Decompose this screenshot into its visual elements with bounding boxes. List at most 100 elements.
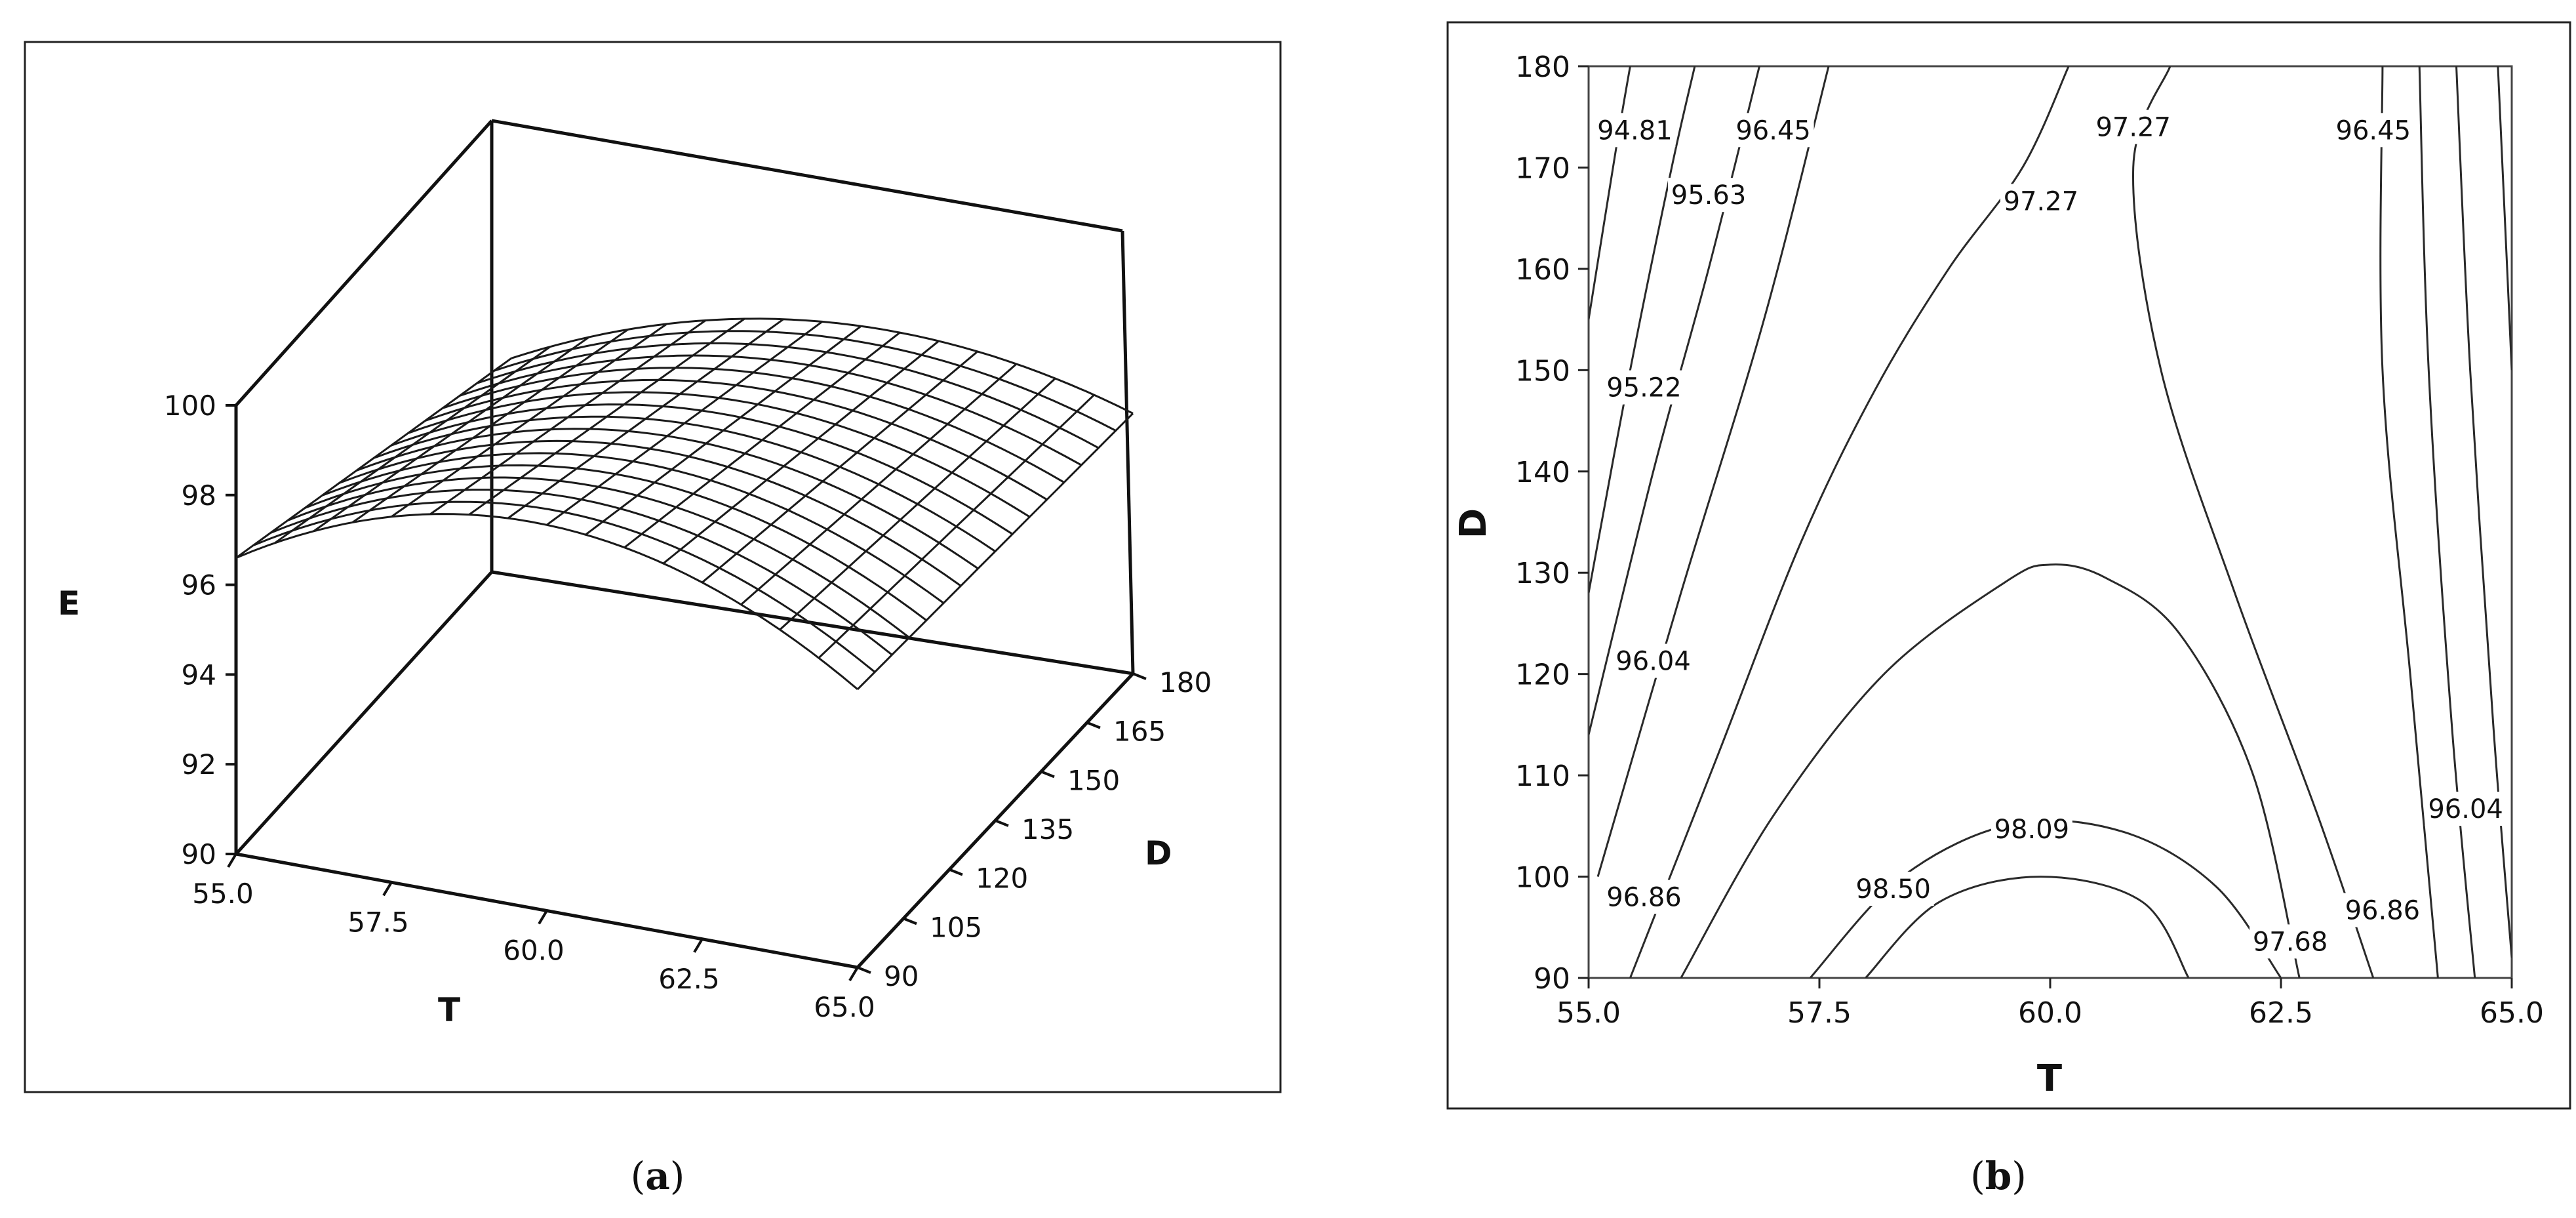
contour-label: 96.45 <box>2336 115 2411 146</box>
d-tick-label: 165 <box>1113 716 1166 748</box>
contour-label-bg <box>2332 113 2414 148</box>
contour-line <box>2132 66 2375 978</box>
contour-label: 97.27 <box>2004 186 2079 216</box>
y-tick-label: 100 <box>1515 861 1570 895</box>
surface-mesh-line-d <box>425 378 1048 500</box>
e-tick-label: 96 <box>182 569 216 601</box>
contour-label: 95.63 <box>1671 180 1747 211</box>
surface-mesh-line-d <box>235 513 858 691</box>
contour-label: 98.50 <box>1855 874 1931 904</box>
contour-label-bg <box>1732 113 1814 148</box>
panel-b-ticks: 55.0 57.5 60.0 62.5 65.0 90 100 110 120 130 140 150… <box>1515 51 2544 1030</box>
contour-label: 96.86 <box>1606 882 1682 912</box>
panel-a-frame <box>24 41 1282 1093</box>
caption-b-letter: b <box>1985 1154 2012 1198</box>
d-tick-label: 150 <box>1067 764 1120 796</box>
d-tick-mark <box>995 819 1009 827</box>
d-tick-mark <box>949 868 963 876</box>
t-tick-label: 60.0 <box>503 935 565 967</box>
contour-line <box>1596 66 1830 878</box>
d-tick-label: 105 <box>930 911 982 943</box>
surface-mesh-line-d <box>373 415 996 552</box>
d-tick-label: 135 <box>1021 813 1074 845</box>
box-edge-top-back <box>491 119 1123 233</box>
y-tick-label: 150 <box>1515 354 1570 388</box>
caption-a-letter: a <box>645 1154 670 1198</box>
contour-label-bg <box>2341 893 2423 927</box>
panel-a-ticks: 90 92 94 96 98 100 55.0 57.5 60.0 62.5 65.0 90 105 12… <box>164 390 1212 1023</box>
surface-mesh-line-d <box>304 464 927 622</box>
contour-label-bg <box>1594 113 1676 148</box>
contour-line <box>1680 563 2301 978</box>
contour-label-bg <box>2000 184 2082 218</box>
contour-label: 96.04 <box>1615 647 1691 677</box>
d-tick-label: 90 <box>884 960 919 992</box>
contour-label-bg <box>1991 811 2072 846</box>
panel-b-frame <box>1446 21 2571 1110</box>
contour-line <box>1589 66 1696 594</box>
t-tick-label: 57.5 <box>347 906 409 938</box>
x-tick-label: 62.5 <box>2249 996 2313 1030</box>
contour-label-bg <box>2425 792 2507 826</box>
d-tick-mark <box>903 917 917 925</box>
t-tick-mark <box>227 853 237 868</box>
d-axis-title-a: D <box>1145 834 1172 872</box>
contour-line <box>2379 66 2439 978</box>
x-tick-label: 55.0 <box>1556 996 1621 1030</box>
d-axis-title-b: D <box>1452 508 1495 538</box>
contour-label: 96.04 <box>2428 794 2503 824</box>
d-tick-label: 120 <box>976 863 1028 895</box>
contour-line <box>2455 66 2512 958</box>
t-tick-label: 62.5 <box>658 963 720 995</box>
contour-label-bg <box>1852 872 1934 906</box>
surface-mesh-line-d <box>338 439 962 587</box>
box-edge-floor-left <box>235 571 493 855</box>
y-tick-label: 110 <box>1515 760 1570 793</box>
e-tick-label: 94 <box>182 659 216 691</box>
d-tick-mark <box>1086 721 1101 729</box>
box-edge-right-vertical <box>1120 230 1135 674</box>
x-tick-label: 57.5 <box>1787 996 1852 1030</box>
surface-mesh-line-d <box>287 476 910 639</box>
contour-label-bg <box>2092 110 2174 144</box>
surface-mesh-line-d <box>321 452 945 604</box>
x-tick-label: 60.0 <box>2018 996 2082 1030</box>
contour-label-bg <box>1668 178 1750 213</box>
y-tick-label: 140 <box>1515 456 1570 489</box>
caption-b: (b) <box>1970 1154 2027 1198</box>
t-tick-label: 65.0 <box>814 991 875 1023</box>
surface-box <box>234 119 1135 969</box>
surface-mesh-line-d <box>269 489 893 656</box>
contour-label-bg <box>1612 643 1694 678</box>
e-tick-label: 98 <box>182 479 216 512</box>
surface-mesh-line-d <box>459 354 1082 466</box>
caption-a: (a) <box>631 1154 685 1198</box>
t-axis-title-a: T <box>438 991 460 1029</box>
contour-line <box>1589 66 1631 320</box>
e-tick-label: 90 <box>182 838 216 870</box>
surface-mesh-line-d <box>511 317 1134 415</box>
contour-line <box>2497 66 2512 371</box>
contour-label: 96.45 <box>1735 115 1811 146</box>
contour-label: 94.81 <box>1597 115 1673 146</box>
contour-line <box>2418 66 2476 978</box>
t-tick-label: 55.0 <box>192 878 254 910</box>
contour-label: 97.27 <box>2095 113 2171 143</box>
e-tick-label: 92 <box>182 748 216 781</box>
surface-mesh-line-d <box>442 367 1065 483</box>
e-axis-title: E <box>58 584 80 622</box>
y-tick-label: 90 <box>1534 962 1570 996</box>
surface-mesh-line-d <box>390 403 1014 535</box>
contour-label-bg <box>1603 370 1685 405</box>
box-edge-top-left <box>235 119 493 407</box>
y-tick-label: 160 <box>1515 253 1570 287</box>
contour-label: 96.86 <box>2345 896 2421 926</box>
contour-label-bg <box>1603 880 1685 914</box>
d-tick-mark <box>1132 672 1147 680</box>
surface-mesh-line-d <box>494 330 1117 432</box>
t-tick-mark <box>693 938 703 953</box>
contour-label: 95.22 <box>1606 373 1682 403</box>
contour-line <box>1865 876 2190 978</box>
